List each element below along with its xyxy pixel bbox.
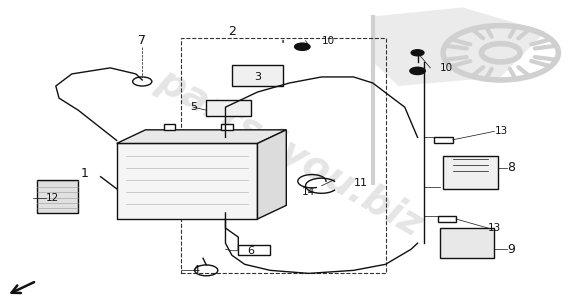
Text: 4: 4: [193, 265, 200, 275]
Polygon shape: [373, 7, 545, 86]
Text: 8: 8: [507, 161, 515, 174]
Bar: [438, 216, 456, 222]
Text: 2: 2: [228, 25, 236, 38]
Text: 12: 12: [46, 193, 59, 203]
Bar: [443, 156, 497, 189]
Text: 13: 13: [494, 126, 508, 136]
Text: parts4you.biz: parts4you.biz: [150, 61, 429, 244]
Bar: [221, 124, 233, 130]
Circle shape: [411, 50, 424, 56]
Bar: [232, 65, 283, 86]
Bar: [164, 124, 175, 130]
Bar: [434, 137, 453, 143]
Text: 14: 14: [302, 187, 316, 197]
Text: 5: 5: [190, 102, 197, 112]
Text: 3: 3: [254, 72, 261, 82]
Text: 10: 10: [321, 36, 335, 46]
Text: 1: 1: [80, 167, 89, 180]
Text: 9: 9: [507, 243, 515, 256]
Text: 10: 10: [440, 63, 453, 73]
Bar: [36, 180, 78, 213]
Bar: [181, 38, 386, 273]
Circle shape: [295, 43, 310, 50]
Bar: [206, 100, 251, 116]
Text: 7: 7: [138, 34, 146, 47]
Circle shape: [410, 67, 425, 74]
Polygon shape: [116, 130, 286, 143]
Bar: [440, 228, 494, 258]
Bar: [239, 245, 270, 255]
Text: 11: 11: [354, 178, 368, 188]
Bar: [116, 143, 258, 219]
Polygon shape: [258, 130, 286, 219]
Text: 13: 13: [488, 223, 501, 233]
Text: 6: 6: [248, 246, 255, 256]
